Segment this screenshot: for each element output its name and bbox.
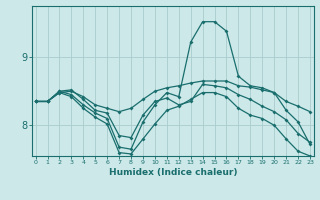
X-axis label: Humidex (Indice chaleur): Humidex (Indice chaleur) bbox=[108, 168, 237, 177]
